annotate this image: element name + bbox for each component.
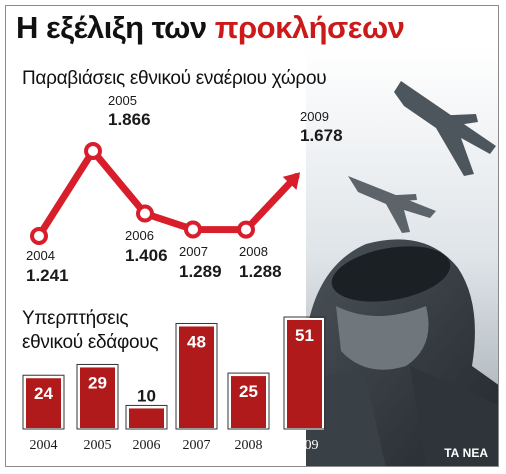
bar-value-label: 48 bbox=[187, 332, 206, 351]
line-point bbox=[136, 204, 154, 223]
infographic: Η εξέλιξη των προκλήσεων Παραβιάσεις εθν… bbox=[5, 5, 499, 467]
bar-chart-title-text: Υπερπτήσεις εθνικού εδάφους bbox=[22, 308, 159, 353]
bar-outline bbox=[76, 363, 119, 430]
bar bbox=[127, 406, 166, 430]
line-value-label: 1.241 bbox=[26, 266, 69, 285]
bar-year-label: 2004 bbox=[30, 438, 58, 453]
line-year-label: 2005 bbox=[108, 93, 137, 108]
line-year-label: 2008 bbox=[239, 244, 268, 259]
bar-outline bbox=[283, 316, 326, 430]
fighter-jet-small-icon bbox=[348, 176, 436, 233]
bar-year-label: 2007 bbox=[183, 438, 211, 453]
line-point bbox=[184, 220, 202, 239]
fighter-jet-large-icon bbox=[394, 81, 496, 176]
title-part-2: προκλήσεων bbox=[214, 10, 405, 45]
bar-chart-title: Υπερπτήσεις εθνικού εδάφους bbox=[22, 307, 172, 355]
bar bbox=[78, 365, 117, 431]
bar-outline bbox=[125, 404, 168, 430]
title-part-1: Η εξέλιξη των bbox=[16, 10, 207, 45]
page-title: Η εξέλιξη των προκλήσεων bbox=[16, 10, 405, 46]
bar-year-label: 2006 bbox=[133, 438, 161, 453]
bar-outline bbox=[22, 374, 65, 430]
line-year-label: 2006 bbox=[125, 228, 154, 243]
line-year-label: 2004 bbox=[26, 248, 55, 263]
line-value-label: 1.678 bbox=[300, 126, 343, 145]
line-series bbox=[35, 147, 300, 240]
bar bbox=[24, 376, 63, 430]
line-value-label: 1.406 bbox=[125, 246, 168, 265]
charts-svg: 2004 1.241 2005 1.866 2006 1.406 2007 1.289 2008… bbox=[22, 93, 343, 453]
line-arrow-head bbox=[282, 172, 301, 190]
bar-value-label: 29 bbox=[88, 373, 107, 392]
line-chart-title: Παραβιάσεις εθνικού εναέριου χώρου bbox=[22, 68, 327, 89]
line-year-label: 2007 bbox=[179, 244, 208, 259]
line-point bbox=[30, 227, 48, 245]
bar-value-label: 10 bbox=[137, 386, 156, 405]
line-year-label: 2009 bbox=[300, 109, 329, 124]
line-point bbox=[84, 142, 102, 160]
bar-chart: 24 2004 29 2005 10 2006 48 2007 25 2008 51 2009 bbox=[22, 316, 326, 453]
bar bbox=[285, 318, 324, 430]
bar-year-label: 2009 bbox=[291, 438, 319, 453]
line-value-label: 1.866 bbox=[108, 110, 151, 129]
bar-value-label: 24 bbox=[34, 384, 53, 403]
bar-outline bbox=[227, 372, 270, 430]
bar-year-label: 2005 bbox=[84, 438, 112, 453]
bar-outline bbox=[175, 322, 218, 430]
pilot-icon bbox=[306, 239, 498, 466]
fighter-pilot-photo bbox=[306, 46, 498, 466]
credit-text: ΤΑ ΝΕΑ bbox=[444, 446, 488, 460]
bar-value-label: 51 bbox=[295, 326, 314, 345]
bar-year-label: 2008 bbox=[235, 438, 263, 453]
bar-value-label: 25 bbox=[239, 382, 258, 401]
bar bbox=[229, 374, 268, 430]
line-chart: 2004 1.241 2005 1.866 2006 1.406 2007 1.289 2008… bbox=[26, 93, 343, 285]
line-point bbox=[237, 220, 255, 239]
line-value-label: 1.288 bbox=[239, 262, 282, 281]
line-value-label: 1.289 bbox=[179, 262, 222, 281]
